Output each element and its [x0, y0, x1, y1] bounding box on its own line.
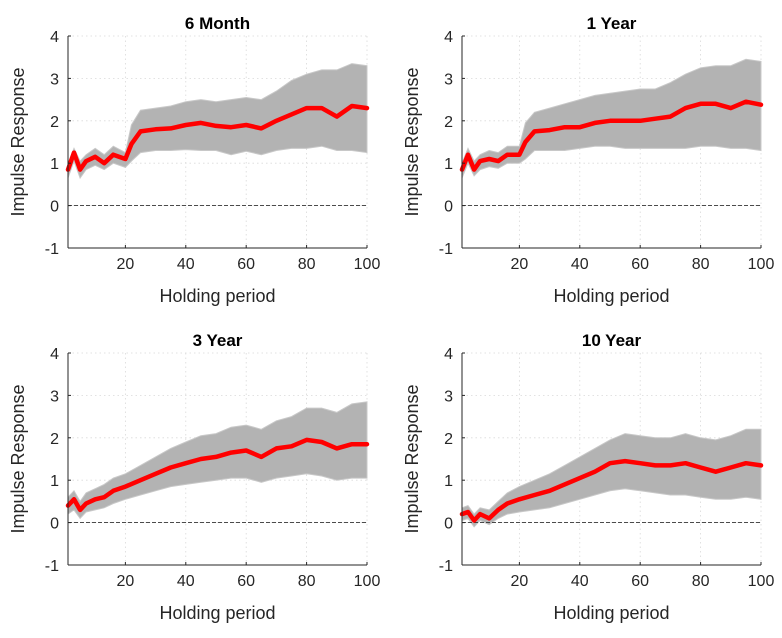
confidence-band	[67, 401, 368, 520]
x-tick-label: 60	[631, 573, 649, 590]
x-tick-label: 80	[692, 256, 710, 273]
y-tick-label: 1	[444, 473, 453, 490]
y-tick-label: 4	[444, 346, 453, 363]
x-tick-label: 80	[298, 256, 316, 273]
y-tick-label: 4	[50, 29, 59, 46]
chart-panel-4: 20 40 60 80 100 -1 0 1 2 3 4 10 Year Holding period I…	[402, 331, 774, 623]
chart-title: 6 Month	[185, 14, 250, 33]
x-tick-label: 80	[692, 573, 710, 590]
y-tick-label: 0	[50, 516, 59, 533]
x-axis-title: Holding period	[159, 603, 275, 623]
chart-panel-2: 20 40 60 80 100 -1 0 1 2 3 4 1 Year Holding period Im…	[402, 14, 774, 306]
y-tick-label: 3	[444, 388, 453, 405]
chart-title: 10 Year	[582, 331, 642, 350]
y-tick-label: 2	[50, 114, 59, 131]
x-tick-label: 60	[237, 256, 255, 273]
impulse-response-line	[65, 103, 370, 172]
x-tick-label: 20	[510, 256, 528, 273]
impulse-response-line	[65, 437, 370, 513]
impulse-response-line	[459, 458, 764, 523]
chart-title: 3 Year	[193, 331, 243, 350]
chart-title: 1 Year	[587, 14, 637, 33]
chart-panel-3: 20 40 60 80 100 -1 0 1 2 3 4 3 Year Holding period Im…	[8, 331, 380, 623]
x-tick-label: 20	[116, 256, 134, 273]
y-tick-label: 2	[50, 431, 59, 448]
x-tick-label: 40	[571, 573, 589, 590]
x-tick-label: 100	[354, 256, 381, 273]
y-axis-title: Impulse Response	[402, 67, 422, 216]
y-tick-label: -1	[439, 241, 453, 258]
y-axis-title: Impulse Response	[8, 384, 28, 533]
y-tick-label: 2	[444, 114, 453, 131]
y-axis-title: Impulse Response	[402, 384, 422, 533]
y-tick-label: 3	[444, 71, 453, 88]
x-tick-label: 100	[748, 573, 775, 590]
x-tick-label: 20	[116, 573, 134, 590]
confidence-band	[461, 428, 762, 528]
y-tick-label: 0	[444, 199, 453, 216]
y-tick-label: -1	[45, 241, 59, 258]
x-tick-label: 100	[354, 573, 381, 590]
x-tick-label: 40	[177, 573, 195, 590]
x-tick-label: 40	[571, 256, 589, 273]
y-tick-label: 4	[444, 29, 453, 46]
x-axis-title: Holding period	[159, 286, 275, 306]
impulse-response-line	[459, 99, 764, 172]
y-tick-label: 1	[50, 156, 59, 173]
y-tick-label: 1	[444, 156, 453, 173]
y-tick-label: 2	[444, 431, 453, 448]
x-tick-label: 20	[510, 573, 528, 590]
y-tick-label: 3	[50, 388, 59, 405]
y-tick-label: 3	[50, 71, 59, 88]
x-tick-label: 40	[177, 256, 195, 273]
chart-panel-1: 20 40 60 80 100 -1 0 1 2 3 4 6 Month Holding period I…	[8, 14, 380, 306]
y-tick-label: -1	[45, 558, 59, 575]
y-tick-label: 0	[444, 516, 453, 533]
y-tick-label: 1	[50, 473, 59, 490]
y-axis-title: Impulse Response	[8, 67, 28, 216]
x-tick-label: 60	[631, 256, 649, 273]
y-tick-label: 0	[50, 199, 59, 216]
x-tick-label: 100	[748, 256, 775, 273]
x-tick-label: 60	[237, 573, 255, 590]
y-tick-label: 4	[50, 346, 59, 363]
y-tick-label: -1	[439, 558, 453, 575]
confidence-band	[67, 63, 368, 180]
x-tick-label: 80	[298, 573, 316, 590]
x-axis-title: Holding period	[553, 286, 669, 306]
x-axis-title: Holding period	[553, 603, 669, 623]
